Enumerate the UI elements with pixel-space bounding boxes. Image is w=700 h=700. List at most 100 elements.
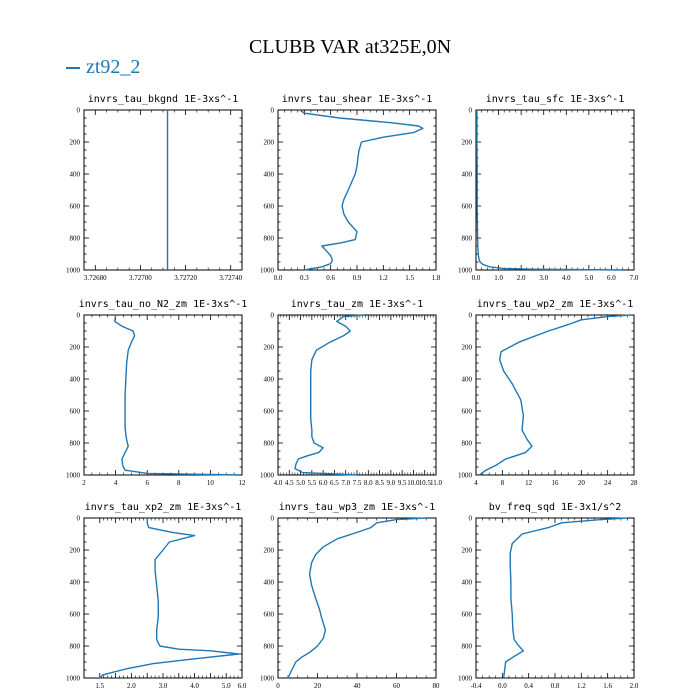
- subplot-9: bv_freq_sqd 1E-3x1/s^2 0 200 400 600 800 1000-…: [458, 502, 639, 690]
- x-tick-label: 2.0: [630, 682, 639, 690]
- x-tick-label: 0.0: [472, 274, 481, 282]
- series-line-zt92_2: [478, 314, 631, 476]
- x-tick-label: 20: [578, 479, 586, 487]
- y-tick-label: 400: [70, 171, 81, 179]
- subplot-title: invrs_tau_bkgnd 1E-3xs^-1: [88, 94, 239, 105]
- x-tick-label: 9.5: [398, 479, 407, 487]
- x-tick-label: 6.0: [607, 274, 616, 282]
- x-tick-label: 4: [114, 479, 118, 487]
- x-tick-label: -0.4: [470, 682, 482, 690]
- x-tick-label: 60: [393, 682, 401, 690]
- series-line-zt92_2: [476, 110, 623, 271]
- y-tick-label: 800: [264, 440, 275, 448]
- series-line-zt92_2: [114, 314, 239, 476]
- x-tick-label: 3.0: [159, 682, 168, 690]
- y-tick-label: 200: [264, 547, 275, 555]
- y-tick-label: 0: [271, 312, 275, 320]
- x-tick-label: 11.0: [430, 479, 442, 487]
- legend: zt92_2: [66, 56, 140, 79]
- subplot-title: invrs_tau_sfc 1E-3xs^-1: [486, 94, 624, 105]
- x-tick-label: 8.0: [364, 479, 373, 487]
- y-tick-label: 400: [462, 579, 473, 587]
- x-tick-label: 2: [82, 479, 86, 487]
- y-tick-label: 0: [469, 312, 473, 320]
- subplot-3: invrs_tau_sfc 1E-3xs^-1 0 200 400 600 800 1000…: [458, 94, 639, 282]
- x-tick-label: 8: [177, 479, 181, 487]
- x-tick-label: 28: [631, 479, 639, 487]
- y-tick-label: 600: [462, 408, 473, 416]
- y-tick-label: 400: [70, 579, 81, 587]
- y-tick-label: 1000: [260, 675, 275, 683]
- y-tick-label: 400: [264, 376, 275, 384]
- x-tick-label: 6.5: [330, 479, 339, 487]
- y-tick-label: 200: [462, 139, 473, 147]
- x-tick-label: 2.0: [517, 274, 526, 282]
- x-tick-label: 9.0: [386, 479, 395, 487]
- x-tick-label: 80: [433, 682, 441, 690]
- y-tick-label: 800: [264, 235, 275, 243]
- x-tick-label: 7.5: [353, 479, 362, 487]
- x-tick-label: 6: [145, 479, 149, 487]
- x-tick-label: 7.0: [630, 274, 639, 282]
- x-tick-label: 0.0: [274, 274, 283, 282]
- plot-frame: [83, 517, 243, 679]
- subplot-6: invrs_tau_wp2_zm 1E-3xs^-1 0 200 400 600 800 1…: [458, 299, 638, 487]
- x-tick-label: 5.0: [584, 274, 593, 282]
- y-tick-label: 600: [70, 611, 81, 619]
- y-tick-label: 800: [462, 440, 473, 448]
- y-tick-label: 600: [264, 408, 275, 416]
- y-tick-label: 200: [70, 344, 81, 352]
- y-tick-label: 200: [70, 139, 81, 147]
- y-tick-label: 800: [462, 643, 473, 651]
- y-tick-label: 1000: [260, 472, 275, 480]
- x-tick-label: 4.0: [274, 479, 283, 487]
- subplot-8: invrs_tau_wp3_zm 1E-3xs^-102004006008001…: [260, 502, 440, 690]
- x-tick-label: 8.5: [375, 479, 384, 487]
- y-tick-label: 400: [264, 171, 275, 179]
- x-tick-label: 3.0: [539, 274, 548, 282]
- x-tick-label: 4.0: [190, 682, 199, 690]
- y-tick-label: 600: [264, 611, 275, 619]
- y-tick-label: 1000: [458, 267, 473, 275]
- legend-line-swatch: [66, 67, 80, 70]
- x-tick-label: 6.0: [238, 682, 247, 690]
- plot-frame: [475, 314, 635, 476]
- y-tick-label: 600: [70, 203, 81, 211]
- x-tick-label: 3.72680: [84, 274, 107, 282]
- y-tick-label: 0: [271, 515, 275, 523]
- x-tick-label: 1.6: [603, 682, 612, 690]
- y-tick-label: 800: [264, 643, 275, 651]
- x-tick-label: 24: [604, 479, 612, 487]
- y-tick-label: 1000: [66, 267, 81, 275]
- plot-frame: [277, 314, 437, 476]
- y-tick-label: 200: [264, 139, 275, 147]
- series-line-zt92_2: [99, 518, 240, 679]
- y-tick-label: 200: [70, 547, 81, 555]
- plot-frame: [277, 517, 437, 679]
- x-tick-label: 10.5: [419, 479, 432, 487]
- x-tick-label: 12: [525, 479, 533, 487]
- x-tick-label: 0.8: [551, 682, 560, 690]
- x-tick-label: 1.0: [494, 274, 503, 282]
- x-tick-label: 8: [501, 479, 505, 487]
- x-tick-label: 6.0: [319, 479, 328, 487]
- y-tick-label: 1000: [66, 472, 81, 480]
- x-tick-label: 1.2: [577, 682, 586, 690]
- y-tick-label: 1000: [260, 267, 275, 275]
- x-tick-label: 4.0: [562, 274, 571, 282]
- x-tick-label: 12: [239, 479, 247, 487]
- x-tick-label: 3.72700: [129, 274, 152, 282]
- y-tick-label: 0: [469, 107, 473, 115]
- y-tick-label: 1000: [458, 675, 473, 683]
- x-tick-label: 0.4: [524, 682, 533, 690]
- series-line-zt92_2: [287, 517, 427, 679]
- plot-frame: [475, 109, 635, 271]
- x-tick-label: 10: [207, 479, 215, 487]
- y-tick-label: 1000: [66, 675, 81, 683]
- x-tick-label: 5.0: [222, 682, 231, 690]
- subplot-title: invrs_tau_wp2_zm 1E-3xs^-1: [477, 299, 634, 310]
- y-tick-label: 0: [469, 515, 473, 523]
- x-tick-label: 0.3: [300, 274, 309, 282]
- y-tick-label: 200: [462, 547, 473, 555]
